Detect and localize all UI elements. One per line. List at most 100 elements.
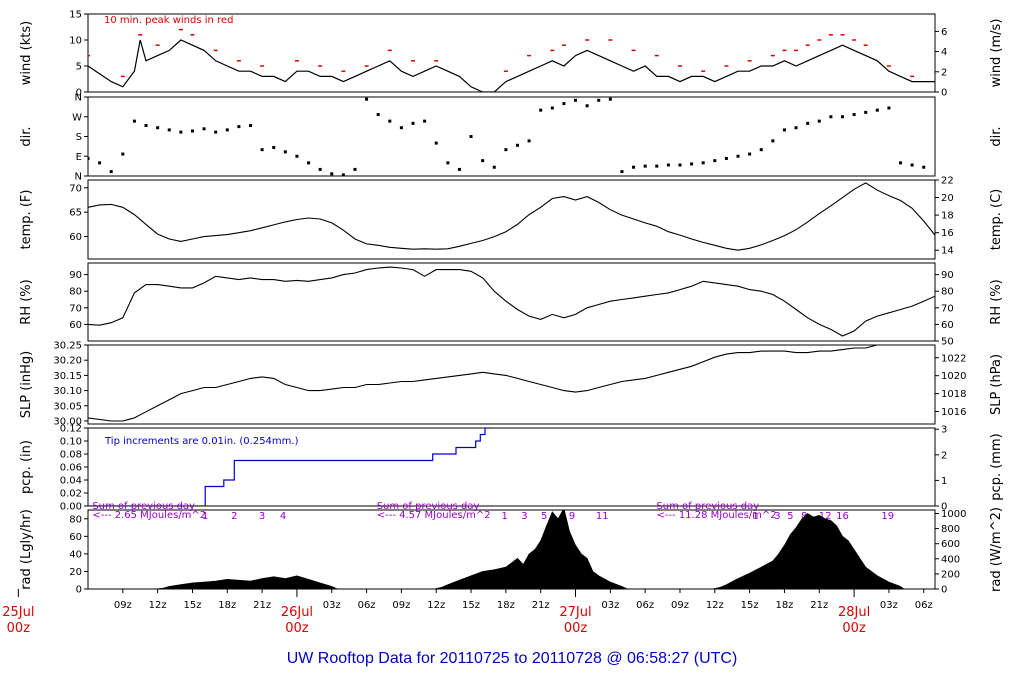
dir-point <box>411 121 415 125</box>
wind-ylabel-right: wind (m/s) <box>989 19 1004 88</box>
dir-point <box>144 124 148 128</box>
wind-ytick-right-label: 6 <box>941 27 947 38</box>
dir-point <box>794 126 798 130</box>
rad-ytick-right-label: 400 <box>941 554 960 565</box>
wind-ytick-right-label: 2 <box>941 67 947 78</box>
pcp-tip-label: 2 <box>231 511 237 522</box>
dir-point <box>922 165 926 169</box>
pcp-ytick-right-label: 2 <box>941 450 947 461</box>
x-day-hour-label: 00z <box>7 621 31 636</box>
pcp-ytick-label: 0.06 <box>60 463 82 474</box>
x-day-date-label: 26Jul <box>281 605 313 620</box>
x-tick-label: 18z <box>775 600 793 611</box>
dir-point <box>875 108 879 112</box>
rad-ytick-label: 20 <box>69 567 82 578</box>
x-tick-label: 09z <box>671 600 689 611</box>
dir-plot-area <box>88 97 926 176</box>
temp-ytick-label: 60 <box>69 232 82 243</box>
dir-frame <box>87 96 936 177</box>
pcp-tip-label: 1 <box>502 511 508 522</box>
temp-ytick-right-label: 18 <box>941 211 954 222</box>
temp-ytick-label: 65 <box>69 208 82 219</box>
pcp-series-line <box>88 428 491 506</box>
dir-point <box>550 106 554 110</box>
pcp-tip-label: 3 <box>774 511 780 522</box>
rad-series-area <box>88 510 935 589</box>
temp-ytick-right-label: 20 <box>941 193 954 204</box>
pcp-tip-label: 12 <box>819 511 832 522</box>
dir-ytick-label: S <box>76 132 82 143</box>
temp-frame <box>87 179 936 260</box>
rad-ytick-right-label: 200 <box>941 569 960 580</box>
wind-series-line <box>88 39 935 92</box>
rad-ytick-label: 0 <box>76 585 82 596</box>
pcp-ytick-right-label: 0 <box>941 502 947 513</box>
x-tick-label: 06z <box>915 600 933 611</box>
dir-point <box>132 119 136 123</box>
slp-ytick-right-label: 1020 <box>941 371 966 382</box>
dir-ytick-label: W <box>72 112 82 123</box>
rad-ytick-label: 60 <box>69 532 82 543</box>
dir-point <box>295 154 299 158</box>
x-tick-label: 06z <box>636 600 654 611</box>
x-tick-label: 06z <box>358 600 376 611</box>
pcp-annotation: Tip increments are 0.01in. (0.254mm.) <box>104 436 299 447</box>
dir-point <box>806 121 810 125</box>
pcp-ytick-label: 0.10 <box>60 437 82 448</box>
dir-point <box>446 161 450 165</box>
x-day-hour-label: 00z <box>564 621 588 636</box>
dir-point <box>608 97 612 101</box>
dir-point <box>365 97 369 101</box>
dir-point <box>492 165 496 169</box>
x-day-date-label: 27Jul <box>559 605 591 620</box>
x-day-hour-label: 00z <box>842 621 866 636</box>
temp-ytick-right-label: 14 <box>941 246 954 257</box>
dir-point <box>214 130 218 134</box>
x-tick-label: 09z <box>114 600 132 611</box>
pcp-ytick-label: 0.02 <box>60 489 82 500</box>
dir-point <box>817 119 821 123</box>
dir-point <box>527 139 531 143</box>
pcp-tip-label: 3 <box>259 511 265 522</box>
dir-point <box>910 163 914 167</box>
slp-frame <box>87 344 936 425</box>
x-day-date-label: 25Jul <box>2 605 34 620</box>
dir-point <box>840 115 844 119</box>
temp-ytick-right-label: 22 <box>941 176 954 187</box>
rad-ytick-label: 40 <box>69 549 82 560</box>
rad-note-line1: Sum of previous day <box>377 501 480 512</box>
dir-point <box>330 172 334 176</box>
slp-ytick-right-label: 1022 <box>941 353 966 364</box>
wind-ytick-label: 10 <box>69 36 82 47</box>
rh-ytick-label: 70 <box>69 303 82 314</box>
rh-frame <box>87 262 936 342</box>
dir-point <box>423 119 427 123</box>
pcp-ytick-label: 0.04 <box>60 476 82 487</box>
x-tick-label: 12z <box>706 600 724 611</box>
rad-note-line2: <--- 11.28 MJoules/m^2 <box>656 510 776 521</box>
dir-point <box>620 170 624 174</box>
wind-ytick-right-label: 4 <box>941 47 947 58</box>
x-tick-label: 12z <box>149 600 167 611</box>
dir-point <box>829 115 833 119</box>
pcp-ytick-label: 0.08 <box>60 450 82 461</box>
slp-plot-area <box>88 345 882 422</box>
slp-ytick-label: 30.05 <box>53 401 82 412</box>
wind-ytick-label: 15 <box>69 10 82 21</box>
dir-point <box>109 170 113 174</box>
slp-series-line <box>88 345 882 422</box>
wind-ylabel: wind (kts) <box>19 21 34 85</box>
dir-point <box>434 141 438 145</box>
dir-point <box>307 161 311 165</box>
rh-ylabel: RH (%) <box>19 279 34 324</box>
rh-ytick-right-label: 90 <box>941 270 954 281</box>
pcp-ylabel: pcp. (in) <box>19 440 34 494</box>
slp-ytick-label: 30.15 <box>53 371 82 382</box>
temp-ytick-label: 70 <box>69 183 82 194</box>
wind-ytick-label: 5 <box>76 62 82 73</box>
temp-series-line <box>88 182 935 251</box>
slp-ytick-label: 30.20 <box>53 356 82 367</box>
wind-ytick-label: 0 <box>76 88 82 99</box>
temp-ylabel: temp. (F) <box>19 190 34 250</box>
